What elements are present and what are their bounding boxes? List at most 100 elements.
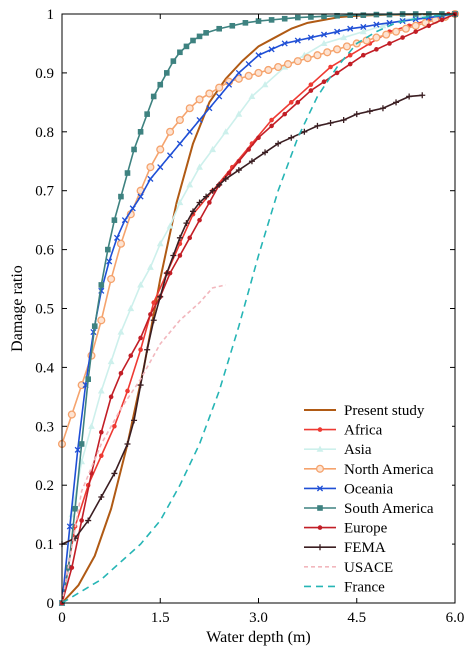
data-point bbox=[373, 11, 380, 18]
data-point bbox=[167, 152, 174, 159]
data-point bbox=[121, 217, 128, 224]
legend-label: Africa bbox=[344, 423, 383, 439]
data-point bbox=[147, 175, 154, 182]
data-point bbox=[391, 27, 401, 36]
data-point bbox=[366, 108, 373, 115]
series-line bbox=[61, 94, 423, 545]
data-point bbox=[111, 217, 118, 223]
data-point bbox=[190, 208, 196, 215]
data-point bbox=[97, 316, 106, 325]
data-point bbox=[186, 181, 194, 188]
data-point bbox=[269, 123, 274, 129]
data-point bbox=[274, 62, 283, 72]
data-point bbox=[85, 517, 92, 524]
legend-entry: Oceania bbox=[304, 481, 393, 497]
y-tick-label: 0.1 bbox=[35, 537, 54, 553]
data-point bbox=[323, 48, 332, 57]
data-point bbox=[118, 370, 124, 376]
data-point bbox=[255, 52, 262, 59]
data-point bbox=[314, 122, 321, 129]
data-point bbox=[373, 21, 380, 28]
data-point bbox=[303, 54, 312, 63]
data-point bbox=[216, 181, 223, 188]
y-tick-label: 1 bbox=[47, 7, 55, 23]
data-point bbox=[190, 37, 196, 44]
data-point bbox=[334, 12, 340, 19]
data-point bbox=[131, 417, 138, 424]
data-point bbox=[106, 258, 113, 265]
data-point bbox=[125, 388, 130, 394]
data-point bbox=[215, 83, 224, 92]
data-point bbox=[72, 505, 78, 512]
data-point bbox=[321, 79, 327, 85]
data-point bbox=[128, 353, 134, 358]
data-point bbox=[235, 167, 242, 174]
data-point bbox=[288, 100, 294, 105]
legend-entry: USACE bbox=[304, 560, 393, 576]
legend-entry: France bbox=[304, 579, 385, 595]
data-point bbox=[187, 235, 193, 241]
data-point bbox=[137, 129, 144, 135]
data-point bbox=[105, 246, 111, 253]
data-point bbox=[146, 163, 155, 172]
axes: 0 1.5 3.0 4.5 6.0 0 0.1 0.2 0.3 0.4 0.5 0.6 0.7 0.8 0.… bbox=[35, 7, 464, 626]
x-tick-label: 6.0 bbox=[446, 610, 465, 626]
legend-entry: Africa bbox=[304, 423, 383, 439]
legend: Present study Africa Asia North America Ocea… bbox=[292, 398, 452, 598]
data-point bbox=[320, 39, 328, 47]
data-point bbox=[308, 88, 314, 93]
legend-marker bbox=[315, 464, 325, 473]
legend-marker bbox=[317, 525, 323, 530]
data-point bbox=[374, 47, 379, 52]
data-point bbox=[235, 110, 243, 117]
data-point bbox=[411, 21, 420, 30]
data-point bbox=[295, 100, 301, 105]
data-point bbox=[166, 127, 175, 136]
data-point bbox=[196, 163, 203, 170]
data-point bbox=[294, 37, 301, 44]
plot-area bbox=[57, 9, 460, 607]
data-point bbox=[347, 61, 353, 67]
data-point bbox=[150, 317, 157, 324]
legend-label: Present study bbox=[344, 403, 425, 419]
data-point bbox=[372, 33, 381, 42]
data-point bbox=[327, 119, 334, 126]
data-point bbox=[118, 193, 124, 200]
data-point bbox=[144, 346, 151, 353]
data-point bbox=[334, 70, 340, 76]
data-point bbox=[156, 145, 165, 154]
data-point bbox=[328, 64, 333, 70]
data-point bbox=[177, 49, 183, 56]
data-point bbox=[245, 61, 252, 68]
y-tick-label: 0.9 bbox=[35, 66, 54, 82]
data-point bbox=[147, 263, 154, 270]
data-point bbox=[360, 23, 367, 31]
series-line bbox=[61, 284, 226, 604]
data-point bbox=[138, 335, 143, 341]
data-point bbox=[196, 33, 203, 40]
legend-marker bbox=[317, 544, 323, 551]
legend-label: USACE bbox=[344, 560, 393, 576]
data-point bbox=[195, 95, 204, 104]
legend-label: Asia bbox=[344, 442, 372, 458]
data-point bbox=[248, 92, 256, 100]
data-point bbox=[226, 170, 232, 176]
data-point bbox=[353, 111, 360, 118]
data-point bbox=[113, 234, 121, 241]
data-point bbox=[99, 453, 104, 459]
data-point bbox=[74, 446, 81, 453]
data-point bbox=[209, 187, 216, 194]
data-point bbox=[333, 45, 342, 54]
data-point bbox=[98, 493, 105, 500]
series-line bbox=[61, 13, 456, 604]
data-point bbox=[264, 65, 273, 75]
data-point bbox=[281, 15, 288, 22]
data-point bbox=[275, 140, 282, 147]
data-point bbox=[320, 31, 328, 38]
data-point bbox=[281, 40, 288, 47]
data-point bbox=[254, 68, 263, 77]
data-point bbox=[308, 82, 314, 87]
x-tick-label: 0 bbox=[58, 610, 66, 626]
legend-marker bbox=[316, 485, 324, 492]
